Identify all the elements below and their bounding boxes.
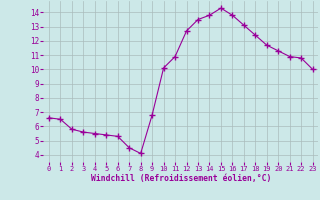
X-axis label: Windchill (Refroidissement éolien,°C): Windchill (Refroidissement éolien,°C) [91, 174, 271, 183]
